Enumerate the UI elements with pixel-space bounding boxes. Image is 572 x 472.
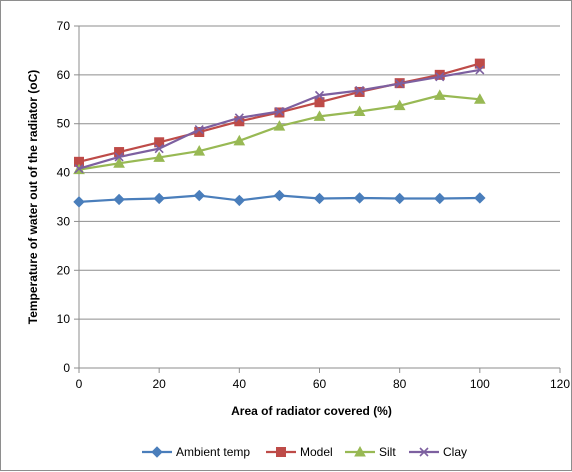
legend-label-model: Model	[300, 445, 333, 459]
series-lines	[73, 58, 486, 208]
point-ambient-temp	[313, 192, 326, 205]
point-model	[314, 97, 325, 108]
point-ambient-temp	[73, 196, 85, 208]
x-tick-label: 0	[76, 377, 83, 391]
point-silt	[353, 105, 366, 116]
x-tick-label: 60	[313, 377, 327, 391]
y-axis-title: Temperature of water out of the radiator…	[26, 70, 40, 324]
point-silt	[233, 134, 246, 146]
point-ambient-temp	[474, 192, 486, 204]
x-axis-title: Area of radiator covered (%)	[231, 404, 392, 418]
point-clay	[234, 113, 244, 123]
point-clay	[395, 79, 405, 89]
legend-item-clay: Clay	[409, 445, 467, 459]
y-tick-label: 40	[57, 166, 71, 180]
x-tick-label: 20	[152, 377, 166, 391]
point-ambient-temp	[393, 192, 406, 205]
point-clay	[74, 164, 84, 174]
point-clay	[114, 152, 124, 162]
point-clay	[475, 65, 485, 75]
y-tick-label: 30	[57, 214, 71, 228]
series-ambient-temp	[73, 189, 486, 208]
legend-item-ambient-temp: Ambient temp	[142, 445, 250, 459]
point-clay	[314, 90, 325, 100]
legend-marker-silt	[354, 445, 366, 457]
legend-label-ambient-temp: Ambient temp	[176, 445, 250, 459]
point-ambient-temp	[434, 192, 446, 205]
y-tick-label: 0	[63, 361, 70, 375]
legend-marker-model	[276, 447, 286, 457]
point-ambient-temp	[233, 194, 246, 207]
point-silt	[113, 157, 125, 168]
series-silt	[73, 89, 486, 175]
series-clay	[74, 65, 485, 174]
x-tick-label: 80	[393, 377, 407, 391]
y-tick-label: 50	[57, 117, 71, 131]
y-tick-label: 70	[57, 19, 71, 33]
y-tick-label: 10	[57, 312, 71, 326]
point-ambient-temp	[113, 193, 125, 206]
legend-marker-clay	[419, 447, 429, 457]
point-silt	[153, 151, 166, 162]
x-tick-label: 100	[470, 377, 490, 391]
point-ambient-temp	[353, 192, 366, 204]
point-ambient-temp	[273, 189, 286, 202]
point-silt	[313, 110, 326, 121]
y-tick-label: 20	[57, 263, 71, 277]
point-ambient-temp	[193, 189, 205, 202]
point-model	[474, 58, 485, 69]
legend: Ambient temp Model Silt Clay	[142, 445, 467, 459]
line-clay	[78, 68, 481, 170]
point-silt	[273, 120, 286, 131]
point-clay	[194, 125, 204, 135]
point-clay	[274, 106, 284, 117]
point-silt	[393, 99, 406, 111]
legend-label-clay: Clay	[443, 445, 467, 459]
legend-item-model: Model	[266, 445, 333, 459]
x-tick-label: 40	[233, 377, 247, 391]
point-model	[154, 137, 165, 148]
x-tick-label: 120	[550, 377, 570, 391]
point-clay	[154, 144, 164, 154]
point-ambient-temp	[153, 192, 165, 205]
legend-marker-ambient-temp	[151, 446, 163, 458]
y-tick-label: 60	[57, 68, 71, 82]
tick-labels: 0 10 20 30 40 50 60 70 0 20 40 60 80 100 120	[57, 19, 571, 391]
legend-label-silt: Silt	[379, 445, 396, 459]
point-model	[434, 69, 445, 80]
point-clay	[355, 85, 365, 96]
legend-item-silt: Silt	[345, 445, 396, 459]
point-silt	[193, 145, 206, 156]
point-silt	[433, 89, 446, 100]
line-silt	[78, 94, 480, 171]
gridlines	[79, 25, 560, 320]
point-clay	[435, 72, 445, 82]
point-silt	[473, 93, 486, 104]
